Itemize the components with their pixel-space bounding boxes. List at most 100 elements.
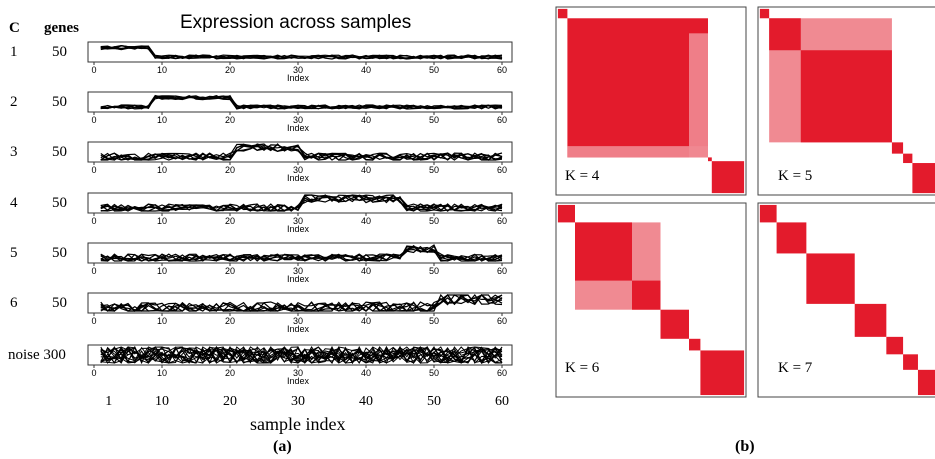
tick-label: 60 — [497, 216, 507, 226]
tick-label: 50 — [429, 316, 439, 326]
tick-label: 50 — [429, 216, 439, 226]
tick-label: 50 — [429, 266, 439, 276]
tick-label: 20 — [225, 266, 235, 276]
tick-label: 60 — [497, 266, 507, 276]
gene-trace — [100, 144, 503, 161]
gene-trace — [100, 144, 503, 161]
tick-label: 20 — [225, 165, 235, 175]
gene-trace — [100, 95, 503, 110]
tick-label: 10 — [157, 216, 167, 226]
row-cluster-label: 4 — [10, 195, 18, 211]
tick-label: 30 — [293, 368, 303, 378]
consensus-block — [700, 350, 745, 396]
bottom-tick-label: 10 — [155, 394, 169, 409]
bottom-tick-label: 60 — [495, 394, 509, 409]
cluster-header: C — [9, 20, 20, 36]
tick-label: 0 — [91, 115, 96, 125]
gene-trace — [100, 45, 503, 60]
tick-label: 50 — [429, 115, 439, 125]
genes-header: genes — [44, 20, 79, 36]
row-cluster-label: 3 — [10, 144, 18, 160]
bottom-tick-label: 20 — [223, 394, 237, 409]
gene-trace — [100, 194, 503, 212]
row-genes-label: 50 — [52, 295, 67, 311]
gene-trace — [100, 246, 503, 262]
tick-label: 30 — [293, 115, 303, 125]
tick-label: 60 — [497, 368, 507, 378]
bottom-tick-label: 50 — [427, 394, 441, 409]
tick-label: 0 — [91, 216, 96, 226]
gene-trace — [100, 46, 503, 60]
row-cluster-label: 1 — [10, 44, 18, 60]
k-label: K = 5 — [778, 168, 812, 184]
consensus-block — [800, 50, 892, 143]
tick-label: 20 — [225, 216, 235, 226]
tick-label: 20 — [225, 316, 235, 326]
tick-label: 30 — [293, 65, 303, 75]
x-axis-label: sample index — [250, 414, 346, 434]
tick-label: 0 — [91, 165, 96, 175]
gene-trace — [100, 294, 503, 312]
tick-label: 60 — [497, 165, 507, 175]
row-cluster-label: noise 300 — [8, 347, 66, 363]
consensus-block — [917, 369, 935, 396]
tick-label: 40 — [361, 115, 371, 125]
gene-trace — [100, 293, 503, 312]
consensus-block — [854, 303, 887, 337]
index-label: Index — [287, 123, 310, 133]
tick-label: 40 — [361, 266, 371, 276]
k-label: K = 7 — [778, 360, 813, 376]
consensus-block — [776, 222, 807, 254]
row-cluster-label: 5 — [10, 245, 18, 261]
gene-trace — [100, 95, 503, 110]
chart-title: Expression across samples — [180, 12, 412, 33]
consensus-block — [769, 18, 801, 51]
merged-cluster-region — [689, 33, 708, 158]
consensus-block — [806, 253, 855, 304]
tick-label: 50 — [429, 165, 439, 175]
tick-label: 60 — [497, 115, 507, 125]
tick-label: 10 — [157, 266, 167, 276]
consensus-block — [886, 336, 904, 355]
caption-a: (a) — [273, 438, 292, 455]
row-genes-label: 50 — [52, 144, 67, 160]
tick-label: 40 — [361, 216, 371, 226]
gene-trace — [100, 245, 503, 262]
index-label: Index — [287, 324, 310, 334]
gene-trace — [100, 143, 503, 161]
merged-cluster-region — [567, 146, 708, 158]
tick-label: 40 — [361, 316, 371, 326]
consensus-block — [632, 280, 661, 310]
row-genes-label: 50 — [52, 44, 67, 60]
tick-label: 20 — [225, 115, 235, 125]
tick-label: 40 — [361, 65, 371, 75]
tick-label: 10 — [157, 316, 167, 326]
tick-label: 10 — [157, 65, 167, 75]
index-label: Index — [287, 73, 310, 83]
tick-label: 60 — [497, 316, 507, 326]
tick-label: 0 — [91, 266, 96, 276]
bottom-tick-label: 40 — [359, 394, 373, 409]
tick-label: 20 — [225, 368, 235, 378]
k-label: K = 4 — [565, 168, 600, 184]
index-label: Index — [287, 274, 310, 284]
row-genes-label: 50 — [52, 94, 67, 110]
consensus-block — [891, 142, 904, 154]
tick-label: 40 — [361, 165, 371, 175]
gene-trace — [100, 194, 503, 212]
consensus-block — [689, 338, 701, 351]
tick-label: 40 — [361, 368, 371, 378]
row-cluster-label: 6 — [10, 295, 18, 311]
consensus-block — [912, 163, 935, 194]
bottom-tick-label: 30 — [291, 394, 305, 409]
gene-trace — [100, 345, 503, 365]
consensus-block — [903, 153, 913, 164]
tick-label: 10 — [157, 165, 167, 175]
consensus-block — [708, 157, 712, 162]
consensus-block — [903, 354, 918, 370]
tick-label: 0 — [91, 368, 96, 378]
tick-label: 50 — [429, 65, 439, 75]
gene-trace — [100, 194, 503, 212]
tick-label: 20 — [225, 65, 235, 75]
